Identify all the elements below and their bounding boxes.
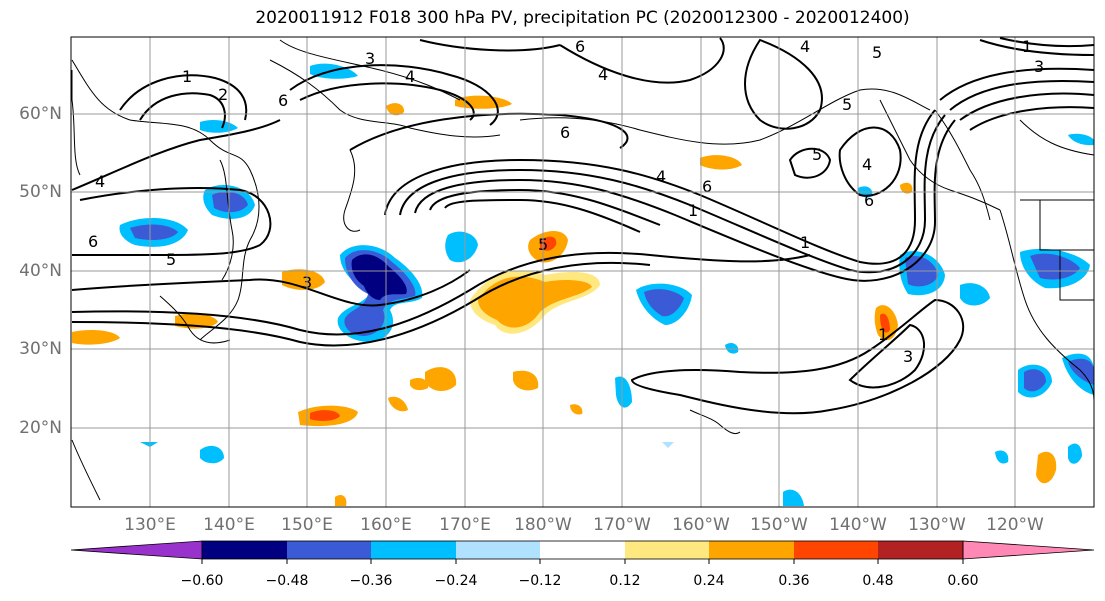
- lon-label: 130°E: [124, 515, 176, 535]
- contour-label: 1: [688, 201, 698, 220]
- colorbar-swatch: [202, 541, 287, 559]
- colorbar-tick-label: −0.36: [349, 573, 393, 589]
- precip-positive-fills: [72, 95, 1057, 506]
- contour-label: 6: [702, 177, 712, 196]
- contour-label: 6: [560, 123, 570, 142]
- colorbar-tick-label: −0.12: [518, 573, 562, 589]
- contour-label: 5: [812, 145, 822, 164]
- colorbar-swatch: [625, 541, 709, 559]
- colorbar-swatch: [878, 541, 963, 559]
- contour-label: 1: [182, 67, 192, 86]
- contour-label: 6: [88, 232, 98, 251]
- contour-label: 4: [656, 167, 666, 186]
- lon-label: 160°E: [360, 515, 412, 535]
- contour-label: 5: [842, 95, 852, 114]
- contour-label: 3: [903, 347, 913, 366]
- lat-label: 50°N: [19, 182, 62, 202]
- colorbar-tick-label: 0.36: [778, 573, 810, 589]
- contour-label: 4: [405, 67, 415, 86]
- colorbar-swatch: [456, 541, 540, 559]
- lon-label: 170°E: [439, 515, 491, 535]
- lon-label: 150°W: [750, 515, 808, 535]
- map-border: [70, 36, 1095, 508]
- lon-label: 180°W: [514, 515, 572, 535]
- lat-label: 30°N: [19, 339, 62, 359]
- contour-label: 1: [878, 325, 888, 344]
- contour-label: 3: [1034, 57, 1044, 76]
- contour-label: 6: [278, 91, 288, 110]
- lon-label: 150°E: [281, 515, 333, 535]
- lat-label: 40°N: [19, 261, 62, 281]
- colorbar-tick-label: 0.12: [609, 573, 641, 589]
- contour-label: 6: [864, 191, 874, 210]
- colorbar-tick-label: 0.48: [862, 573, 894, 589]
- colorbar-swatch: [794, 541, 878, 559]
- colorbar-tick-label: −0.60: [180, 573, 224, 589]
- colorbar-tick-label: 0.24: [693, 573, 725, 589]
- colorbar: [70, 540, 1095, 564]
- colorbar-tick-label: 0.60: [947, 573, 979, 589]
- lon-label: 160°W: [672, 515, 730, 535]
- contour-label: 4: [95, 172, 105, 191]
- colorbar-extend-left: [70, 540, 203, 560]
- colorbar-tick-label: −0.48: [265, 573, 309, 589]
- contour-label: 6: [575, 37, 585, 56]
- map-title: 2020011912 F018 300 hPa PV, precipitatio…: [255, 8, 910, 28]
- contour-label: 4: [800, 37, 810, 56]
- colorbar-swatch: [709, 541, 794, 559]
- colorbar-tick-label: −0.24: [434, 573, 478, 589]
- pv-contours: [71, 37, 1095, 415]
- coastlines: [71, 39, 1095, 501]
- contour-label: 1: [800, 233, 810, 252]
- colorbar-extend-right: [962, 540, 1095, 560]
- lon-label: 140°W: [829, 515, 887, 535]
- graticule: [71, 37, 1094, 507]
- contour-label: 1: [1022, 37, 1032, 56]
- lon-label: 140°E: [203, 515, 255, 535]
- lat-label: 60°N: [19, 104, 62, 124]
- colorbar-swatch: [371, 541, 456, 559]
- colorbar-swatch: [540, 541, 625, 559]
- lon-label: 130°W: [908, 515, 966, 535]
- lon-label: 120°W: [986, 515, 1044, 535]
- colorbar-swatch: [287, 541, 371, 559]
- contour-label: 5: [872, 43, 882, 62]
- lat-label: 20°N: [19, 418, 62, 438]
- contour-label: 5: [166, 250, 176, 269]
- contour-label: 4: [598, 65, 608, 84]
- contour-label: 3: [365, 49, 375, 68]
- lon-label: 170°W: [593, 515, 651, 535]
- contour-label: 4: [862, 155, 872, 174]
- precip-negative-fills: [119, 63, 1094, 506]
- contour-label: 2: [218, 85, 228, 104]
